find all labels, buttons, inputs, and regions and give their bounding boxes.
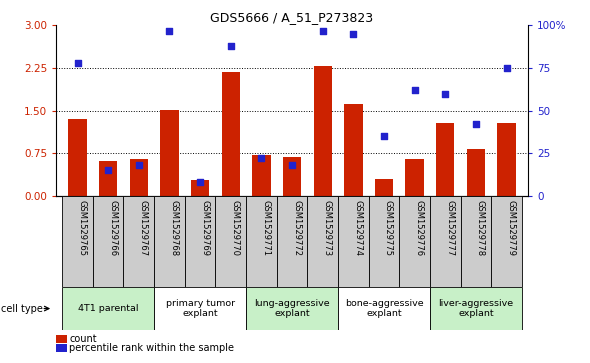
Bar <box>283 157 301 196</box>
Bar <box>62 287 154 330</box>
Bar <box>436 123 454 196</box>
Text: GSM1529773: GSM1529773 <box>323 200 332 256</box>
Bar <box>277 196 307 287</box>
Point <box>134 162 143 168</box>
Text: GSM1529769: GSM1529769 <box>200 200 209 256</box>
Text: GSM1529766: GSM1529766 <box>108 200 117 256</box>
Bar <box>68 119 87 196</box>
Bar <box>430 196 461 287</box>
Point <box>195 179 205 185</box>
Text: GSM1529779: GSM1529779 <box>507 200 516 256</box>
Text: count: count <box>69 334 97 344</box>
Bar <box>338 287 430 330</box>
Point <box>502 65 512 71</box>
Point <box>410 87 419 93</box>
Text: GSM1529774: GSM1529774 <box>353 200 362 256</box>
Bar <box>215 196 246 287</box>
Bar <box>369 196 399 287</box>
Text: 4T1 parental: 4T1 parental <box>78 304 139 313</box>
Bar <box>99 161 117 196</box>
Bar <box>160 110 179 196</box>
Bar <box>62 196 93 287</box>
Bar <box>154 196 185 287</box>
Bar <box>123 196 154 287</box>
Bar <box>338 196 369 287</box>
Bar <box>461 196 491 287</box>
Bar <box>246 287 338 330</box>
Point <box>441 91 450 97</box>
Bar <box>375 179 393 196</box>
Text: GSM1529778: GSM1529778 <box>476 200 485 256</box>
Bar <box>405 159 424 196</box>
Point <box>349 31 358 37</box>
Text: primary tumor
explant: primary tumor explant <box>166 299 235 318</box>
Point <box>226 43 235 49</box>
Text: percentile rank within the sample: percentile rank within the sample <box>69 343 234 353</box>
Text: GSM1529768: GSM1529768 <box>169 200 178 256</box>
Bar <box>154 287 246 330</box>
Text: GSM1529771: GSM1529771 <box>261 200 270 256</box>
Bar <box>246 196 277 287</box>
Text: GSM1529777: GSM1529777 <box>445 200 454 256</box>
Point <box>257 156 266 162</box>
Text: lung-aggressive
explant: lung-aggressive explant <box>254 299 330 318</box>
Bar <box>130 159 148 196</box>
Bar <box>93 196 123 287</box>
Point <box>103 167 113 173</box>
Text: bone-aggressive
explant: bone-aggressive explant <box>345 299 423 318</box>
Text: cell type: cell type <box>1 303 43 314</box>
Text: GSM1529776: GSM1529776 <box>415 200 424 256</box>
Bar <box>222 72 240 196</box>
Text: GSM1529772: GSM1529772 <box>292 200 301 256</box>
Bar <box>497 123 516 196</box>
Text: GSM1529767: GSM1529767 <box>139 200 148 256</box>
Bar <box>185 196 215 287</box>
Text: GSM1529775: GSM1529775 <box>384 200 393 256</box>
Bar <box>56 344 67 352</box>
Point <box>287 162 297 168</box>
Text: GSM1529765: GSM1529765 <box>77 200 87 256</box>
Bar <box>491 196 522 287</box>
Bar <box>430 287 522 330</box>
Bar <box>344 104 362 196</box>
Text: GSM1529770: GSM1529770 <box>231 200 240 256</box>
Point <box>318 28 327 33</box>
Text: liver-aggressive
explant: liver-aggressive explant <box>438 299 513 318</box>
Bar <box>56 335 67 343</box>
Bar <box>313 66 332 196</box>
Point <box>165 28 174 33</box>
Bar <box>399 196 430 287</box>
Point <box>73 60 82 66</box>
Bar <box>307 196 338 287</box>
Title: GDS5666 / A_51_P273823: GDS5666 / A_51_P273823 <box>211 11 373 24</box>
Bar <box>252 155 271 196</box>
Point <box>471 122 481 127</box>
Point <box>379 133 389 139</box>
Bar <box>467 150 485 196</box>
Bar <box>191 180 209 196</box>
